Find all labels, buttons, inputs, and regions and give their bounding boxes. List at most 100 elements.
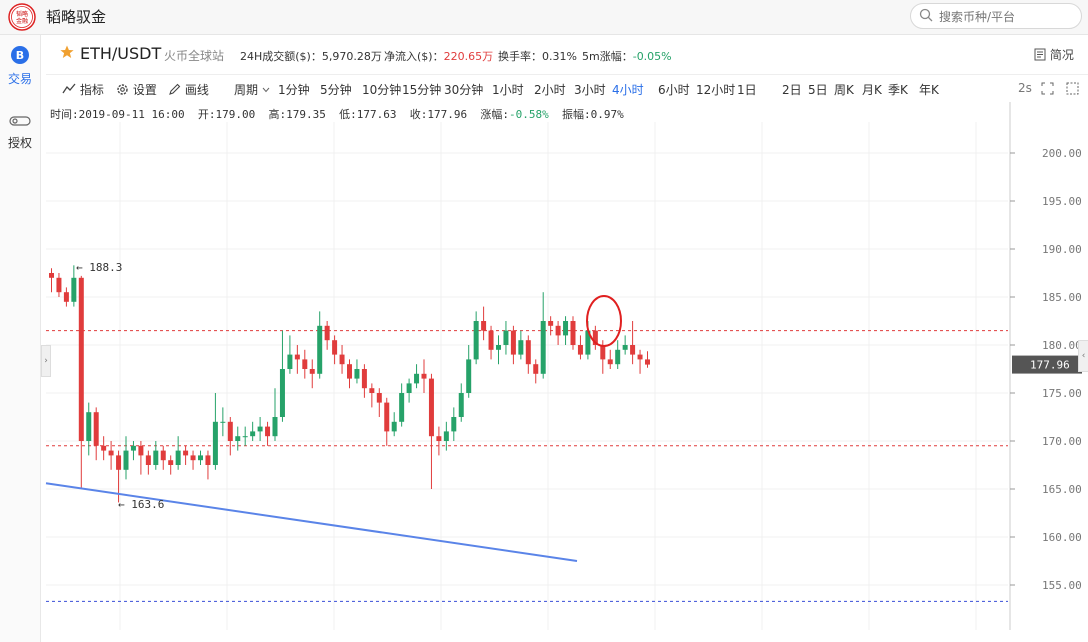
candle-body <box>428 378 434 437</box>
low-label: 低: <box>339 108 357 121</box>
tab-period-17[interactable]: 年K <box>919 83 939 97</box>
high-label: 高: <box>268 108 287 121</box>
candle-body <box>183 450 189 456</box>
period-label: 周期 <box>234 83 259 97</box>
candle-body <box>309 369 315 374</box>
refresh-interval[interactable]: 2s <box>1018 81 1032 95</box>
sidebar: B 交易 授权 <box>0 35 41 642</box>
tab-period-7[interactable]: 3小时 <box>574 83 606 97</box>
candle-body <box>198 455 203 461</box>
candle-body <box>488 330 494 350</box>
candle-body <box>563 321 569 336</box>
search-box[interactable] <box>910 3 1082 29</box>
sidebar-item-trade[interactable]: B 交易 <box>0 45 40 87</box>
tab-period-3[interactable]: 15分钟 <box>402 83 442 97</box>
candle-body <box>481 321 487 331</box>
summary-button[interactable]: 简况 <box>1034 46 1074 63</box>
turnover-stat: 换手率：0.31% <box>498 48 577 64</box>
inflow-value: 220.65万 <box>443 50 494 63</box>
candle-body <box>607 359 613 365</box>
candle-body <box>220 421 226 423</box>
tab-period-6[interactable]: 2小时 <box>534 83 566 97</box>
amp-label: 振幅: <box>561 108 591 121</box>
candle-body <box>49 273 54 278</box>
star-icon[interactable] <box>60 45 74 59</box>
fullscreen-icon[interactable] <box>1041 82 1054 95</box>
candle-body <box>265 426 271 437</box>
candle-body <box>235 436 241 441</box>
tab-period-2[interactable]: 10分钟 <box>362 83 402 97</box>
candle-body <box>600 345 606 360</box>
candle-body <box>145 455 151 465</box>
amp-value: 0.97% <box>590 108 624 121</box>
indicators-button[interactable]: 指标 <box>62 81 104 98</box>
time-label: 时间: <box>50 108 79 121</box>
pair-name[interactable]: ETH/USDT <box>80 44 162 63</box>
tab-period-15[interactable]: 月K <box>862 83 882 97</box>
candle-body <box>56 277 62 293</box>
candle-body <box>279 369 285 417</box>
candle-body <box>130 445 136 451</box>
candle-body <box>555 325 561 336</box>
candle-body <box>451 417 457 432</box>
highlight-circle <box>586 295 622 347</box>
change-label: 涨幅: <box>480 108 509 121</box>
exchange-name: 火币全球站 <box>164 49 225 63</box>
right-collapse-handle[interactable]: ‹ <box>1078 340 1088 372</box>
candle-body <box>376 393 382 403</box>
close-label: 收: <box>409 108 428 121</box>
candle-body <box>540 321 546 374</box>
tab-period-14[interactable]: 周K <box>834 83 854 97</box>
candle-body <box>347 364 352 379</box>
candle-body <box>93 412 99 446</box>
candle-body <box>592 330 598 345</box>
candle-body <box>414 373 420 384</box>
y-tick-label: 175.00 <box>1042 387 1082 400</box>
candle-body <box>399 393 405 422</box>
candle-body <box>443 431 449 441</box>
chart-toolbar: 指标 设置 画线 周期 1分钟 5分钟 10分钟 15分钟 30分钟 1小时 2小时 3小时 4… <box>46 76 1088 102</box>
volume-value: 5,970.28万 <box>321 50 382 63</box>
screenshot-icon[interactable] <box>1066 82 1079 95</box>
tab-period-12[interactable]: 2日 <box>782 83 802 97</box>
left-collapse-handle[interactable]: › <box>41 345 51 377</box>
sidebar-item-auth[interactable]: 授权 <box>0 113 40 151</box>
y-tick-label: 180.00 <box>1042 339 1082 352</box>
top-bar: 韬略 金融 韬略驭金 <box>0 0 1088 35</box>
brand-name: 韬略驭金 <box>46 8 107 26</box>
candle-body <box>116 455 122 470</box>
candle-body <box>190 455 196 461</box>
tab-period-0[interactable]: 1分钟 <box>278 83 310 97</box>
candle-body <box>168 460 174 465</box>
chevron-down-icon <box>262 87 270 93</box>
y-tick-label: 160.00 <box>1042 531 1082 544</box>
tab-period-13[interactable]: 5日 <box>808 83 828 97</box>
tab-period-8[interactable]: 4小时 <box>612 83 644 97</box>
svg-text:金融: 金融 <box>16 17 28 25</box>
candle-body <box>339 354 345 365</box>
tab-period-16[interactable]: 季K <box>888 83 908 97</box>
candle-body <box>71 277 77 302</box>
candle-body <box>317 325 323 374</box>
current-price-label: 177.96 <box>1030 359 1070 372</box>
candle-body <box>533 364 539 374</box>
candle-body <box>622 345 628 350</box>
tab-period-5[interactable]: 1小时 <box>492 83 524 97</box>
candle-body <box>78 277 84 441</box>
y-tick-label: 200.00 <box>1042 147 1082 160</box>
tab-period-9[interactable]: 6小时 <box>658 83 690 97</box>
inflow-label: 净流入($)： <box>384 50 444 63</box>
search-input[interactable] <box>937 7 1079 27</box>
tab-period-10[interactable]: 12小时 <box>696 83 736 97</box>
tab-period-4[interactable]: 30分钟 <box>444 83 484 97</box>
period-dropdown[interactable]: 周期 <box>234 81 270 98</box>
settings-button[interactable]: 设置 <box>116 81 157 98</box>
draw-button[interactable]: 画线 <box>168 81 209 98</box>
candle-body <box>436 436 442 441</box>
candle-body <box>630 345 636 355</box>
tab-period-1[interactable]: 5分钟 <box>320 83 352 97</box>
open-label: 开: <box>197 108 216 121</box>
tab-period-11[interactable]: 1日 <box>737 83 757 97</box>
candle-body <box>123 450 129 470</box>
candle-body <box>212 421 218 465</box>
